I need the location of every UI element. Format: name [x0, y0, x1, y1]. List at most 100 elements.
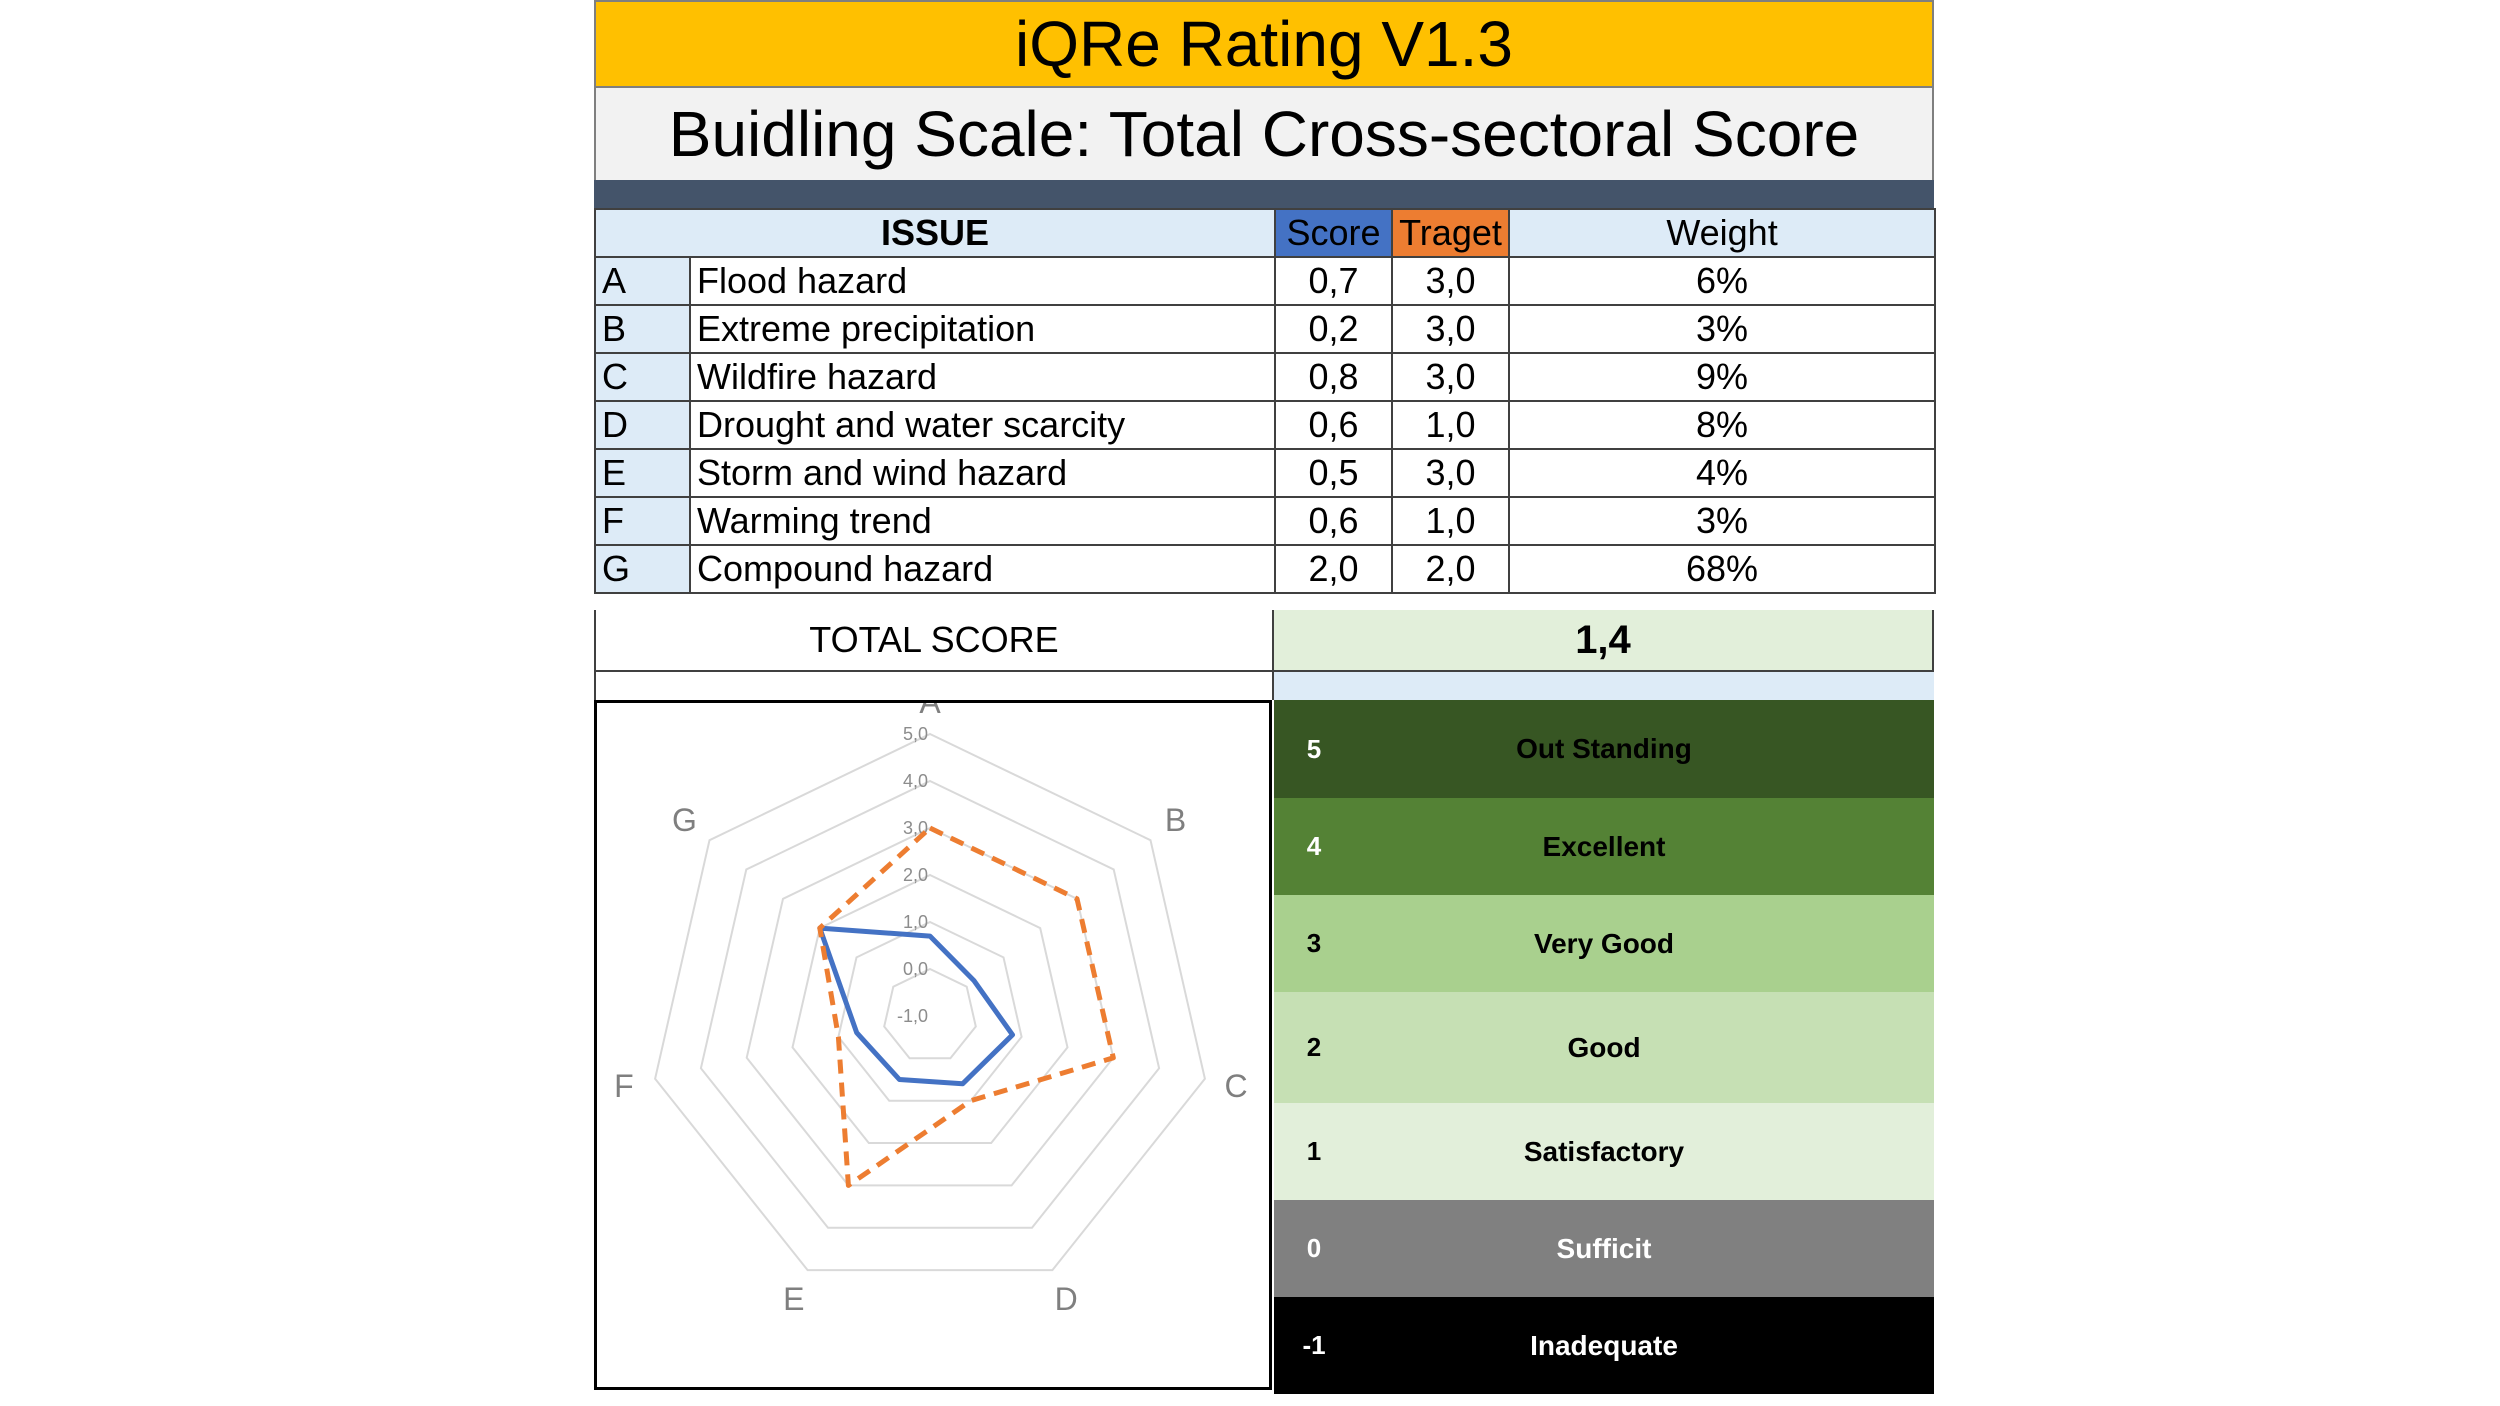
row-score: 0,5 [1274, 448, 1394, 498]
table-row: B Extreme precipitation 0,2 3,0 3% [594, 304, 1937, 354]
rating-title: iQRe Rating V1.3 [594, 0, 1934, 88]
scale-label: Out Standing [1516, 733, 1692, 764]
scale-label: Very Good [1533, 927, 1675, 959]
row-score: 2,0 [1274, 544, 1394, 594]
scale-row-good: 2 Good [1274, 992, 1934, 1103]
scale-label: Sufficit [1556, 1232, 1652, 1264]
scale-row-very-good: 3 Very Good [1274, 895, 1934, 992]
scale-row-outstanding: 5 Out Standing [1274, 700, 1934, 798]
row-score: 0,7 [1274, 256, 1394, 306]
row-label: Wildfire hazard [688, 352, 1277, 402]
radar-tick-label: 5,0 [903, 724, 928, 744]
table-row: D Drought and water scarcity 0,6 1,0 8% [594, 400, 1937, 450]
radar-category-label: F [614, 1068, 634, 1104]
radar-category-label: C [1225, 1068, 1248, 1104]
row-letter: G [594, 544, 691, 594]
scale-label: Inadequate [1530, 1329, 1678, 1361]
radar-category-label: G [672, 802, 697, 838]
row-label: Compound hazard [688, 544, 1277, 594]
table-row: G Compound hazard 2,0 2,0 68% [594, 544, 1937, 594]
row-letter: F [594, 496, 691, 546]
row-letter: B [594, 304, 691, 354]
scale-subtitle: Buidling Scale: Total Cross-sectoral Sco… [594, 88, 1934, 180]
spreadsheet: iQRe Rating V1.3 Buidling Scale: Total C… [593, 0, 1937, 1394]
spacer-cell [594, 672, 1274, 700]
radar-tick-label: 0,0 [903, 959, 928, 979]
radar-grid-ring [883, 967, 977, 1060]
row-weight: 8% [1508, 400, 1937, 450]
row-score: 0,6 [1274, 400, 1394, 450]
header-target: Traget [1391, 208, 1511, 258]
total-score-value: 1,4 [1274, 610, 1934, 672]
radar-tick-label: -1,0 [897, 1006, 928, 1026]
scale-label: Satisfactory [1523, 1135, 1685, 1167]
header-divider [594, 180, 1934, 208]
row-target: 1,0 [1391, 496, 1511, 546]
table-row: C Wildfire hazard 0,8 3,0 9% [594, 352, 1937, 402]
row-letter: A [594, 256, 691, 306]
radar-chart-svg: -1,00,01,02,03,04,05,0ABCDEFG [614, 703, 1248, 1317]
radar-category-label: D [1055, 1281, 1078, 1317]
radar-tick-label: 4,0 [903, 771, 928, 791]
row-weight: 6% [1508, 256, 1937, 306]
radar-grid-ring [699, 779, 1161, 1229]
spacer-cell [1274, 672, 1934, 700]
row-letter: E [594, 448, 691, 498]
scale-value: 5 [1306, 733, 1322, 764]
scale-value: 0 [1306, 1233, 1322, 1263]
scale-row-satisfactory: 1 Satisfactory [1274, 1103, 1934, 1200]
table-row: E Storm and wind hazard 0,5 3,0 4% [594, 448, 1937, 498]
row-label: Storm and wind hazard [688, 448, 1277, 498]
scale-row-inadequate: -1 Inadequate [1274, 1297, 1934, 1394]
scale-label: Good [1567, 1031, 1641, 1063]
radar-grid-ring [791, 873, 1069, 1144]
row-target: 2,0 [1391, 544, 1511, 594]
radar-grid-ring [837, 920, 1023, 1102]
row-letter: D [594, 400, 691, 450]
scale-value: 2 [1306, 1032, 1322, 1062]
scale-value: -1 [1302, 1330, 1326, 1360]
radar-tick-label: 1,0 [903, 912, 928, 932]
rating-scale: 5 Out Standing 4 Excellent 3 Very Good 2… [1274, 700, 1934, 1394]
radar-tick-label: 2,0 [903, 865, 928, 885]
row-target: 3,0 [1391, 304, 1511, 354]
row-label: Drought and water scarcity [688, 400, 1277, 450]
row-label: Extreme precipitation [688, 304, 1277, 354]
radar-category-label: E [783, 1281, 804, 1317]
scale-row-excellent: 4 Excellent [1274, 798, 1934, 895]
scale-value: 3 [1306, 928, 1322, 958]
row-label: Warming trend [688, 496, 1277, 546]
radar-category-label: B [1165, 802, 1186, 838]
row-target: 3,0 [1391, 448, 1511, 498]
radar-category-label: A [919, 703, 941, 720]
scale-value: 1 [1306, 1136, 1322, 1166]
table-row: A Flood hazard 0,7 3,0 6% [594, 256, 1937, 306]
header-issue: ISSUE [593, 208, 1277, 258]
row-score: 0,8 [1274, 352, 1394, 402]
row-weight: 4% [1508, 448, 1937, 498]
row-letter: C [594, 352, 691, 402]
header-score: Score [1274, 208, 1394, 258]
row-weight: 3% [1508, 496, 1937, 546]
row-weight: 9% [1508, 352, 1937, 402]
row-weight: 68% [1508, 544, 1937, 594]
row-weight: 3% [1508, 304, 1937, 354]
row-label: Flood hazard [688, 256, 1277, 306]
table-header-row: ISSUE Score Traget Weight [593, 208, 1937, 258]
total-score-label: TOTAL SCORE [594, 610, 1274, 672]
row-score: 0,2 [1274, 304, 1394, 354]
radar-series-target [817, 825, 1116, 1188]
row-target: 3,0 [1391, 256, 1511, 306]
radar-chart: -1,00,01,02,03,04,05,0ABCDEFG [594, 700, 1272, 1390]
header-weight: Weight [1508, 208, 1937, 258]
scale-value: 4 [1306, 831, 1322, 861]
issue-table: ISSUE Score Traget Weight A Flood hazard… [593, 208, 1937, 594]
radar-grid-ring [654, 732, 1206, 1272]
row-target: 3,0 [1391, 352, 1511, 402]
radar-series-score [817, 925, 1015, 1087]
table-row: F Warming trend 0,6 1,0 3% [594, 496, 1937, 546]
row-target: 1,0 [1391, 400, 1511, 450]
scale-label: Excellent [1542, 830, 1666, 862]
scale-row-sufficit: 0 Sufficit [1274, 1200, 1934, 1297]
row-score: 0,6 [1274, 496, 1394, 546]
